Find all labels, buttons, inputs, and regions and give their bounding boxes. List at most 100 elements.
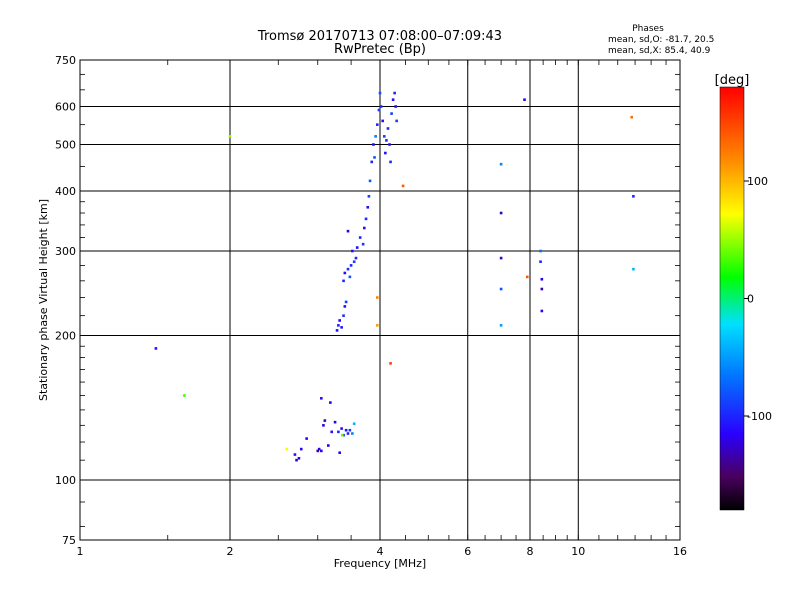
data-point — [329, 401, 332, 404]
data-point — [352, 422, 356, 426]
x-tick-label: 6 — [464, 545, 471, 558]
data-point — [385, 139, 388, 142]
data-point — [346, 229, 350, 233]
data-point — [348, 275, 352, 279]
data-point — [375, 123, 379, 126]
data-point — [338, 451, 341, 455]
data-point — [327, 444, 330, 447]
colorbar-tick-label: 100 — [747, 175, 768, 188]
data-point — [343, 271, 347, 275]
data-point — [539, 249, 542, 253]
data-point — [337, 430, 340, 434]
data-point — [340, 427, 343, 430]
y-tick-label: 200 — [55, 330, 76, 343]
data-point — [389, 160, 392, 164]
data-point — [379, 105, 383, 108]
y-tick-label: 75 — [62, 534, 76, 547]
data-point — [632, 195, 635, 198]
data-point — [351, 432, 354, 435]
data-point — [381, 119, 384, 123]
data-point — [395, 119, 398, 123]
axis-ticks: 1 2 4 6 8 10 16 75 100 200 300 400 500 600 750 — [55, 54, 687, 558]
y-tick-label: 300 — [55, 245, 76, 258]
stats-title: Phases — [632, 24, 664, 34]
data-point — [525, 275, 529, 279]
data-point — [340, 433, 344, 437]
data-point — [523, 98, 526, 101]
data-point — [389, 362, 392, 365]
data-point — [351, 249, 354, 253]
data-point — [342, 279, 345, 283]
colorbar-label: [deg] — [715, 73, 750, 88]
x-tick-label: 10 — [571, 545, 585, 558]
colorbar-tick-label: -100 — [747, 410, 772, 423]
x-tick-label: 16 — [673, 545, 687, 558]
data-point — [344, 300, 348, 304]
data-point — [366, 205, 370, 209]
data-point — [499, 324, 503, 327]
x-tick-label: 1 — [77, 545, 84, 558]
data-point — [338, 319, 341, 322]
data-point — [382, 135, 386, 138]
data-point — [320, 449, 323, 453]
data-point — [343, 305, 347, 308]
data-point — [320, 397, 323, 400]
data-point — [390, 112, 393, 115]
data-point — [333, 420, 337, 424]
data-point — [370, 160, 374, 164]
data-point — [375, 296, 379, 299]
x-tick-label: 2 — [227, 545, 234, 558]
data-point — [374, 135, 377, 138]
data-point — [342, 314, 345, 317]
grid-lines — [80, 60, 680, 540]
data-point — [297, 456, 301, 460]
stats-line-x: mean, sd,X: 85.4, 40.9 — [608, 46, 711, 56]
y-tick-label: 500 — [55, 139, 76, 152]
x-tick-label: 8 — [527, 545, 534, 558]
data-point — [299, 447, 303, 451]
data-point — [352, 260, 356, 264]
data-point — [499, 162, 503, 166]
data-point — [367, 195, 371, 198]
data-point — [322, 424, 325, 427]
data-point — [340, 326, 343, 329]
data-point — [394, 105, 397, 108]
data-point — [349, 264, 353, 267]
chart-subtitle: RwPretec (Bp) — [334, 42, 426, 57]
data-point — [183, 394, 186, 397]
data-point — [335, 329, 339, 332]
data-point — [388, 143, 391, 146]
data-point — [317, 447, 321, 451]
y-tick-label: 600 — [55, 101, 76, 114]
data-point — [540, 309, 544, 313]
data-point — [540, 277, 544, 281]
y-tick-label: 400 — [55, 185, 76, 198]
data-point — [499, 256, 503, 260]
data-point — [540, 287, 544, 291]
data-point — [386, 127, 390, 130]
data-point — [346, 432, 350, 435]
data-point — [348, 428, 352, 432]
data-point — [632, 267, 635, 271]
data-point — [354, 256, 358, 260]
stats-line-o: mean, sd,O: -81.7, 20.5 — [608, 35, 714, 45]
data-point — [361, 242, 365, 246]
data-point — [377, 108, 381, 112]
data-point — [330, 430, 334, 434]
data-point — [293, 453, 297, 456]
data-point — [372, 143, 375, 146]
data-point — [154, 347, 158, 350]
data-point — [285, 447, 289, 451]
data-point — [295, 458, 298, 462]
data-point — [344, 428, 348, 432]
data-point — [358, 236, 362, 239]
colorbar — [719, 86, 745, 511]
data-point — [630, 115, 634, 119]
data-point — [316, 449, 320, 453]
x-tick-label: 4 — [377, 545, 384, 558]
data-point — [391, 98, 395, 101]
data-point — [378, 91, 382, 95]
data-points — [154, 91, 635, 462]
data-point — [375, 324, 379, 327]
